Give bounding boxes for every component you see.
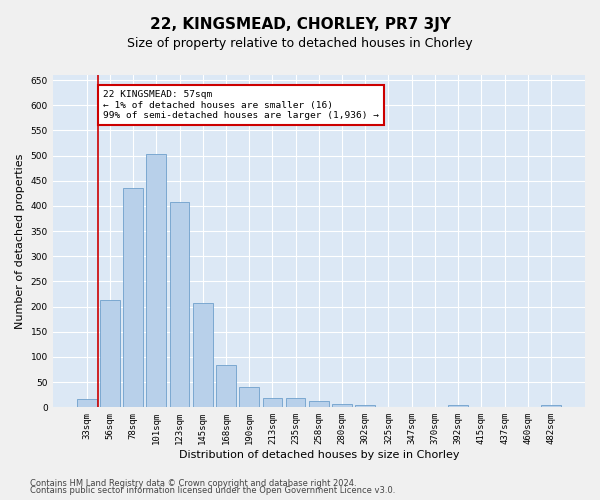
Text: Contains public sector information licensed under the Open Government Licence v3: Contains public sector information licen… [30,486,395,495]
Bar [263,398,282,407]
Bar [193,302,212,408]
X-axis label: Distribution of detached houses by size in Chorley: Distribution of detached houses by size … [179,450,459,460]
Bar [448,405,468,407]
Bar [309,402,329,407]
Bar [170,202,190,408]
Y-axis label: Number of detached properties: Number of detached properties [15,154,25,329]
Bar [216,364,236,408]
Bar [332,404,352,407]
Bar [146,154,166,407]
Bar [77,400,97,407]
Text: 22 KINGSMEAD: 57sqm
← 1% of detached houses are smaller (16)
99% of semi-detache: 22 KINGSMEAD: 57sqm ← 1% of detached hou… [103,90,379,120]
Bar [286,398,305,407]
Bar [541,405,561,407]
Bar [355,405,375,407]
Bar [239,387,259,407]
Text: Contains HM Land Registry data © Crown copyright and database right 2024.: Contains HM Land Registry data © Crown c… [30,478,356,488]
Bar [100,300,120,408]
Text: Size of property relative to detached houses in Chorley: Size of property relative to detached ho… [127,38,473,51]
Text: 22, KINGSMEAD, CHORLEY, PR7 3JY: 22, KINGSMEAD, CHORLEY, PR7 3JY [149,18,451,32]
Bar [123,188,143,408]
